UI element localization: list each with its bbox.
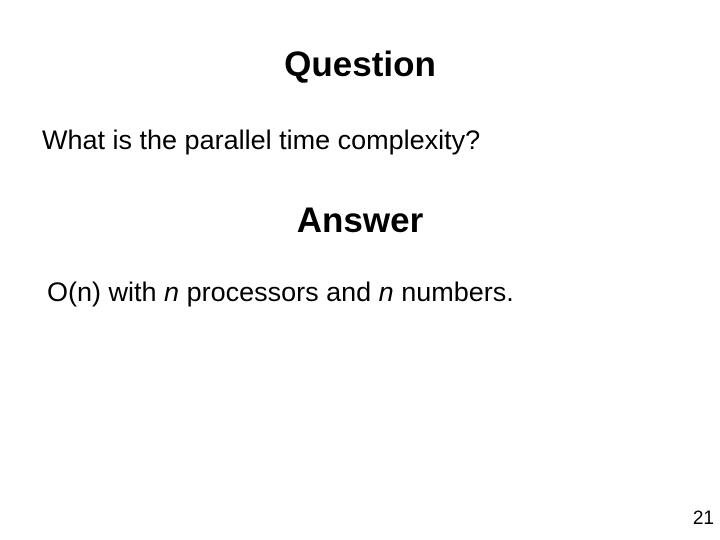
slide-container: Question What is the parallel time compl… bbox=[0, 0, 720, 540]
answer-mid: processors and bbox=[179, 277, 379, 307]
page-number: 21 bbox=[693, 508, 714, 530]
answer-suffix: numbers. bbox=[394, 277, 514, 307]
answer-n2: n bbox=[379, 277, 394, 307]
question-text: What is the parallel time complexity? bbox=[42, 125, 678, 156]
question-heading: Question bbox=[42, 45, 678, 85]
answer-text: O(n) with n processors and n numbers. bbox=[42, 277, 678, 308]
answer-heading: Answer bbox=[42, 201, 678, 241]
answer-n1: n bbox=[164, 277, 179, 307]
answer-prefix: O(n) with bbox=[47, 277, 164, 307]
